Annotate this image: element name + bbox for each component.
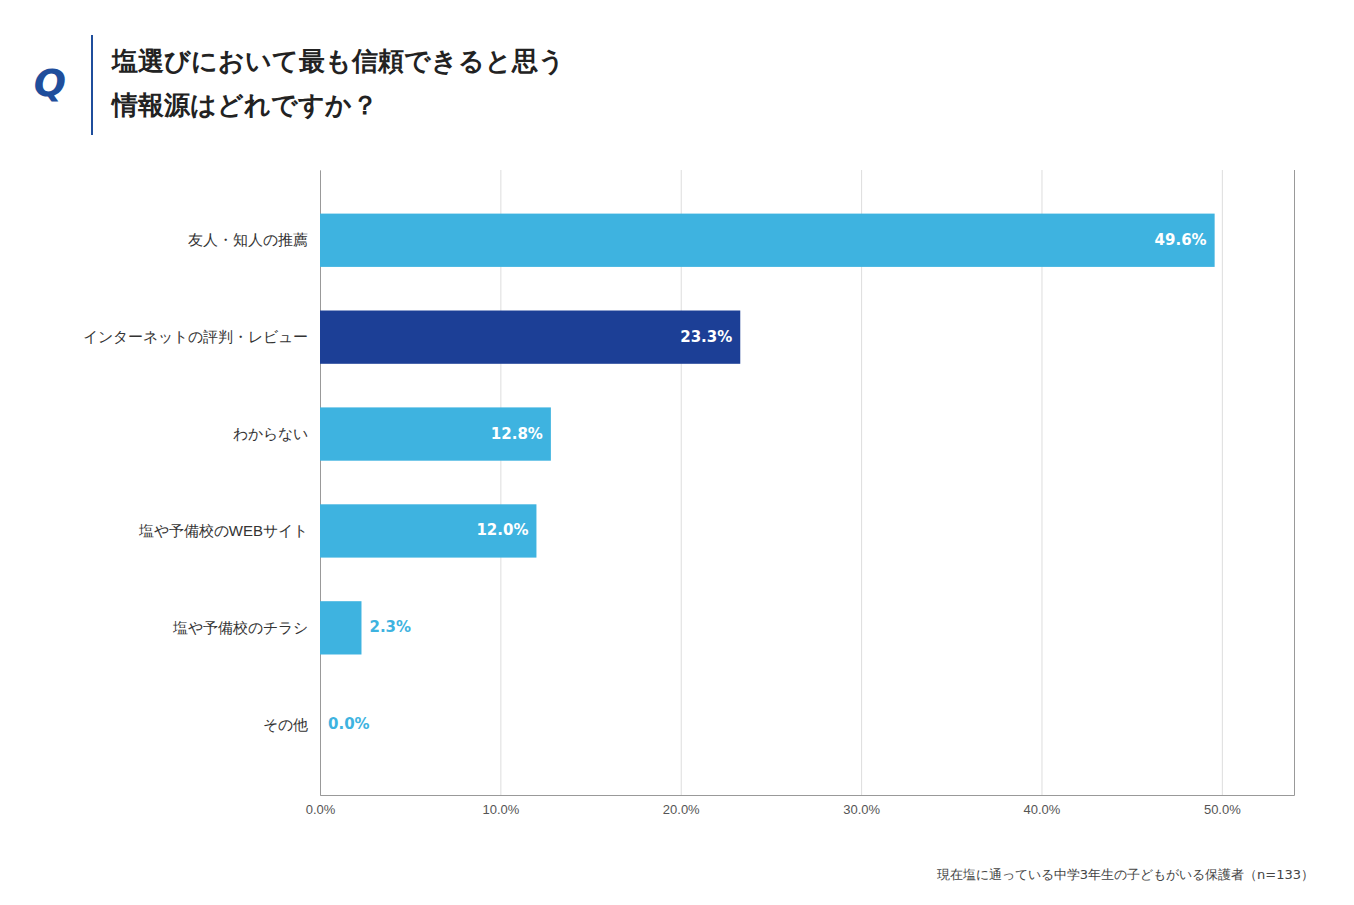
footnote: 現在塩に通っている中学3年生の子どもがいる保護者（n=133）: [937, 867, 1314, 882]
category-label: 塩や予備校のWEBサイト: [138, 522, 308, 539]
bar: [320, 601, 361, 654]
title: 塩選びにおいて最も信頼できると思う: [111, 46, 565, 76]
x-tick-label: 30.0%: [843, 802, 880, 817]
bar: [320, 214, 1215, 267]
grid-line: [1222, 170, 1223, 795]
data-labels: 49.6% 23.3% 12.8% 12.0% 2.3% 0.0%: [328, 231, 1207, 733]
y-tick: インターネットの評判・レビュー: [83, 328, 308, 345]
data-label: 12.8%: [491, 425, 543, 443]
x-tick: 50.0%: [1204, 170, 1241, 817]
x-tick-label: 0.0%: [306, 802, 336, 817]
y-tick: その他: [263, 716, 308, 733]
x-tick-label: 40.0%: [1024, 802, 1061, 817]
y-tick: わからない: [233, 425, 308, 442]
x-axis-line: [321, 170, 1295, 796]
question-label: Q: [34, 61, 66, 105]
category-label: 友人・知人の推薦: [188, 231, 308, 248]
x-tick: 30.0%: [843, 170, 880, 817]
data-label: 12.0%: [476, 521, 528, 539]
category-label: その他: [263, 716, 308, 733]
bar: [320, 311, 740, 364]
category-label: 塩や予備校のチラシ: [172, 619, 308, 636]
bars: [320, 214, 1215, 655]
subtitle: 情報源はどれですか？: [110, 90, 378, 120]
y-tick: 塩や予備校のチラシ: [172, 619, 308, 636]
header-separator: [91, 35, 93, 135]
plot: 0.0% 10.0% 20.0% 30.0% 40.0% 50.0% 友人・知人の推薦インタ…: [83, 170, 1295, 817]
category-label: わからない: [233, 425, 308, 442]
category-label: インターネットの評判・レビュー: [83, 328, 308, 345]
data-label: 0.0%: [328, 715, 370, 733]
data-label: 2.3%: [369, 618, 411, 636]
x-tick: 40.0%: [1024, 170, 1061, 817]
y-tick: 友人・知人の推薦: [188, 231, 308, 248]
x-tick-label: 10.0%: [482, 802, 519, 817]
bar: [320, 698, 321, 751]
data-label: 23.3%: [680, 328, 732, 346]
x-axis: 0.0% 10.0% 20.0% 30.0% 40.0% 50.0%: [306, 170, 1295, 817]
x-tick-label: 20.0%: [663, 802, 700, 817]
data-label: 49.6%: [1155, 231, 1207, 249]
bar: [320, 407, 551, 460]
chart: Q 塩選びにおいて最も信頼できると思う情報源はどれですか？ 現在塩に通っている中学3…: [0, 0, 1354, 905]
x-tick: 10.0%: [482, 170, 519, 817]
y-tick: 塩や予備校のWEBサイト: [138, 522, 308, 539]
x-tick: 20.0%: [663, 170, 700, 817]
bar: [320, 504, 536, 557]
x-tick-label: 50.0%: [1204, 802, 1241, 817]
y-axis: 友人・知人の推薦インターネットの評判・レビューわからない塩や予備校のWEBサイト…: [83, 171, 321, 796]
